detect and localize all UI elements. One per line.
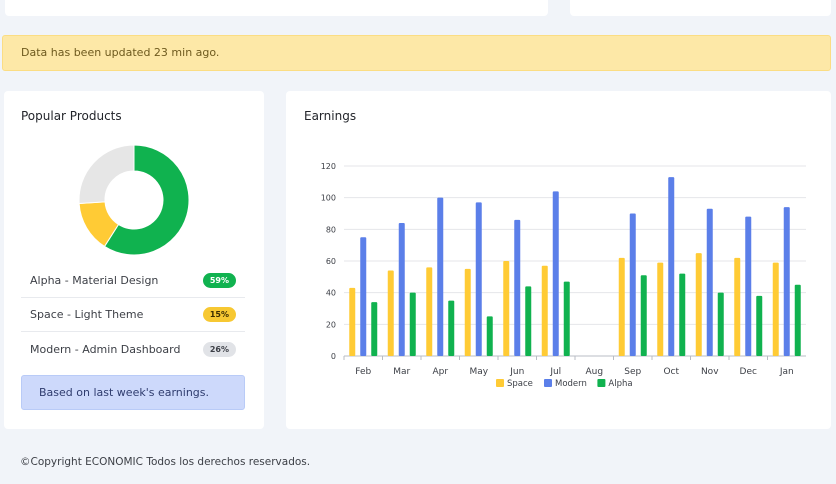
bar-alpha-oct[interactable] — [679, 273, 686, 356]
bar-modern-jun[interactable] — [514, 219, 521, 356]
popular-products-donut — [78, 144, 190, 256]
bar-modern-mar[interactable] — [398, 223, 405, 356]
product-percent-badge: 15% — [202, 307, 236, 322]
x-tick-label: Feb — [355, 367, 371, 377]
product-item-alpha[interactable]: Alpha - Material Design 59% — [21, 264, 245, 298]
y-tick-label: 0 — [331, 352, 336, 361]
bar-space-may[interactable] — [464, 268, 471, 356]
x-tick-label: Oct — [663, 367, 679, 377]
bar-alpha-jan[interactable] — [794, 284, 801, 356]
update-alert-text: Data has been updated 23 min ago. — [21, 46, 220, 59]
bar-alpha-nov[interactable] — [717, 292, 724, 356]
earnings-card: Earnings 0 20 40 60 80 100 120 Feb Mar Apr May Jun J… — [286, 91, 831, 429]
y-tick-label: 40 — [326, 289, 336, 298]
bar-modern-may[interactable] — [475, 202, 482, 356]
product-percent-badge: 59% — [202, 273, 236, 288]
x-tick-label: Nov — [701, 367, 719, 377]
legend-swatch — [496, 379, 504, 387]
product-list: Alpha - Material Design 59% Space - Ligh… — [21, 264, 245, 366]
bar-space-oct[interactable] — [657, 262, 664, 356]
bar-space-mar[interactable] — [387, 270, 394, 357]
bar-space-sep[interactable] — [618, 257, 625, 356]
legend-label: Modern — [555, 379, 587, 389]
bar-space-feb[interactable] — [349, 287, 356, 356]
bar-alpha-may[interactable] — [486, 316, 493, 356]
donut-slice-alpha[interactable] — [103, 144, 190, 256]
bar-modern-feb[interactable] — [360, 237, 367, 356]
x-tick-label: Jun — [509, 367, 524, 377]
product-name: Modern - Admin Dashboard — [30, 342, 181, 356]
x-tick-label: Jul — [549, 367, 561, 377]
bar-space-jun[interactable] — [503, 261, 510, 356]
legend-label: Space — [507, 379, 533, 389]
bar-modern-jul[interactable] — [552, 191, 559, 356]
product-item-space[interactable]: Space - Light Theme 15% — [21, 298, 245, 332]
product-percent-badge: 26% — [202, 341, 236, 357]
bar-alpha-jul[interactable] — [563, 281, 570, 356]
y-tick-label: 100 — [321, 194, 336, 203]
legend-swatch — [597, 379, 606, 387]
bar-alpha-sep[interactable] — [640, 275, 647, 356]
bar-modern-dec[interactable] — [745, 216, 752, 356]
donut-slice-modern[interactable] — [78, 144, 135, 204]
bar-space-dec[interactable] — [734, 257, 741, 356]
bar-alpha-apr[interactable] — [448, 300, 455, 356]
x-tick-label: Sep — [624, 367, 641, 377]
bar-modern-nov[interactable] — [706, 208, 713, 356]
earnings-title: Earnings — [304, 109, 357, 123]
copyright-text: ©Copyright ECONOMIC Todos los derechos r… — [20, 456, 311, 468]
bar-modern-oct[interactable] — [668, 177, 675, 356]
x-tick-label: May — [469, 367, 488, 377]
popular-products-card: Popular Products Alpha - Material Design… — [4, 91, 264, 429]
y-tick-label: 20 — [326, 320, 336, 329]
x-tick-label: Mar — [393, 367, 410, 377]
product-item-modern[interactable]: Modern - Admin Dashboard 26% — [21, 332, 245, 366]
legend-label: Alpha — [608, 379, 632, 389]
y-tick-label: 80 — [326, 225, 336, 234]
bar-alpha-feb[interactable] — [371, 302, 378, 356]
bar-alpha-mar[interactable] — [409, 292, 416, 356]
bar-modern-jan[interactable] — [783, 207, 790, 356]
bar-modern-apr[interactable] — [437, 197, 444, 356]
bar-space-nov[interactable] — [695, 253, 702, 356]
bar-alpha-jun[interactable] — [525, 286, 532, 356]
bar-space-jan[interactable] — [772, 262, 779, 356]
bar-space-jul[interactable] — [541, 265, 548, 356]
legend-swatch — [544, 379, 552, 387]
copyright-footer: ©Copyright ECONOMIC Todos los derechos r… — [20, 456, 310, 468]
top-card-left — [5, 0, 548, 16]
y-tick-label: 120 — [321, 162, 336, 171]
popular-products-title: Popular Products — [21, 109, 122, 123]
earnings-note: Based on last week's earnings. — [21, 375, 245, 410]
earnings-bar-chart: 0 20 40 60 80 100 120 Feb Mar Apr May Jun Jul Aug Sep O… — [321, 162, 806, 389]
x-tick-label: Aug — [585, 367, 603, 377]
y-tick-label: 60 — [326, 257, 336, 266]
product-name: Alpha - Material Design — [30, 274, 159, 287]
bar-modern-sep[interactable] — [629, 213, 636, 357]
x-tick-label: Jan — [779, 367, 794, 377]
bar-space-apr[interactable] — [426, 267, 433, 356]
bar-alpha-dec[interactable] — [756, 295, 763, 356]
x-tick-label: Dec — [740, 367, 757, 377]
update-alert: Data has been updated 23 min ago. — [2, 35, 831, 71]
top-card-right — [570, 0, 831, 16]
x-tick-label: Apr — [432, 367, 448, 377]
earnings-note-text: Based on last week's earnings. — [39, 386, 210, 399]
product-name: Space - Light Theme — [30, 308, 144, 321]
